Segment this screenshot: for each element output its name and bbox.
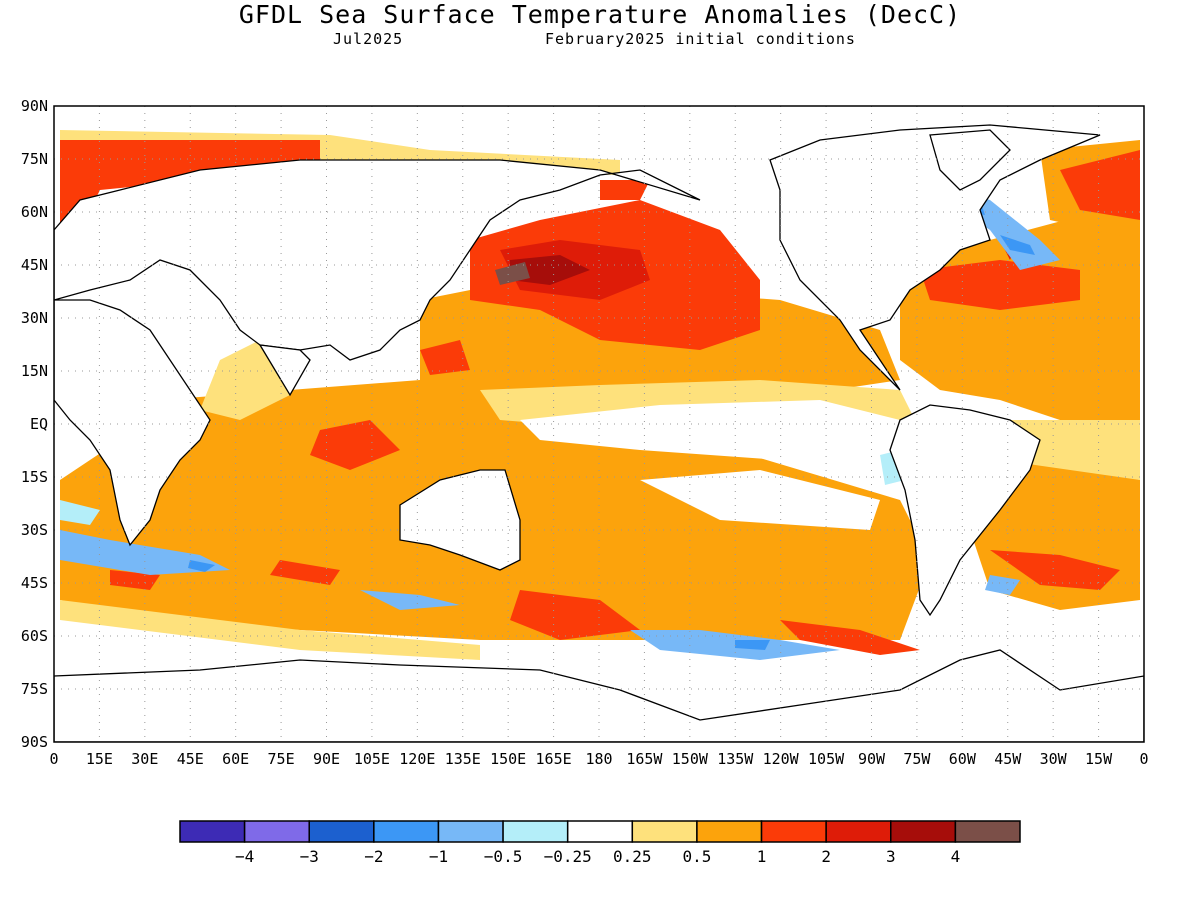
latitude-label: 90S (21, 733, 48, 751)
colorbar-swatch (566, 820, 634, 843)
latitude-label: 30N (21, 309, 48, 327)
colorbar-label: −0.25 (544, 847, 592, 866)
forecast-month: Jul2025 (333, 30, 404, 48)
colorbar-label: 1 (757, 847, 767, 866)
colorbar-label: −0.5 (484, 847, 523, 866)
colorbar-label: 2 (821, 847, 831, 866)
colorbar-label: −3 (300, 847, 319, 866)
latitude-label: 45N (21, 256, 48, 274)
longitude-label: 45W (994, 750, 1022, 768)
anomaly-3-to-4 (510, 255, 590, 285)
colorbar-swatch (696, 820, 763, 843)
colorbar-label: 4 (951, 847, 961, 866)
colorbar-label: −4 (235, 847, 254, 866)
longitude-label: 150W (672, 750, 709, 768)
chart-title: GFDL Sea Surface Temperature Anomalies (… (238, 0, 962, 29)
colorbar-swatch (308, 820, 375, 843)
anomaly-fields (54, 106, 1144, 742)
longitude-label: 90W (858, 750, 886, 768)
longitude-label: 15E (86, 750, 113, 768)
colorbar-label: 3 (886, 847, 896, 866)
latitude-label: 75S (21, 680, 48, 698)
longitude-label: 165E (536, 750, 572, 768)
latitude-labels: 90N 75N 60N 45N 30N 15N EQ 15S 30S 45S 60S 75S 90S (21, 97, 48, 751)
colorbar-swatch (502, 820, 569, 843)
latitude-label: 45S (21, 574, 48, 592)
colorbar-swatch (890, 820, 957, 843)
longitude-label: 135W (717, 750, 754, 768)
latitude-label: 15S (21, 468, 48, 486)
colorbar-swatch (437, 820, 504, 843)
longitude-label: 30W (1040, 750, 1068, 768)
longitude-label: 30E (131, 750, 158, 768)
longitude-label: 105W (808, 750, 845, 768)
latitude-label: 60N (21, 203, 48, 221)
longitude-label: 90E (313, 750, 340, 768)
latitude-label: 15N (21, 362, 48, 380)
longitude-labels: 0 15E 30E 45E 60E 75E 90E 105E 120E 135E 150E 165E 1… (49, 750, 1148, 768)
longitude-label: 15W (1085, 750, 1113, 768)
colorbar-label: 0.25 (613, 847, 652, 866)
longitude-label: 45E (177, 750, 204, 768)
longitude-label: 60E (222, 750, 249, 768)
longitude-label: 75W (903, 750, 931, 768)
meridians (98, 106, 1100, 742)
colorbar-swatch (760, 820, 827, 843)
anomaly-above-4 (495, 262, 530, 285)
longitude-label: 165W (626, 750, 663, 768)
colorbar-label: −2 (364, 847, 383, 866)
latitude-label: 75N (21, 150, 48, 168)
colorbar-swatch (243, 820, 310, 843)
colorbar-label: 0.5 (682, 847, 711, 866)
longitude-label: 120W (763, 750, 800, 768)
colorbar-swatch (631, 820, 698, 843)
longitude-label: 0 (49, 750, 58, 768)
longitude-label: 105E (354, 750, 390, 768)
longitude-label: 60W (949, 750, 977, 768)
initial-conditions: February2025 initial conditions (545, 30, 856, 48)
colorbar-labels: −4 −3 −2 −1 −0.5 −0.25 0.25 0.5 1 2 3 4 (235, 847, 960, 866)
colorbar-label: −1 (429, 847, 448, 866)
longitude-label: 180 (585, 750, 612, 768)
longitude-label: 0 (1139, 750, 1148, 768)
colorbar-swatch (954, 820, 1021, 843)
longitude-label: 150E (490, 750, 526, 768)
colorbar-swatch (179, 820, 246, 843)
latitude-label: 30S (21, 521, 48, 539)
longitude-label: 135E (445, 750, 481, 768)
longitude-label: 75E (268, 750, 295, 768)
latitude-label: EQ (30, 415, 48, 433)
latitude-label: 90N (21, 97, 48, 115)
colorbar-swatch (825, 820, 892, 843)
colorbar-swatch (373, 820, 440, 843)
latitude-label: 60S (21, 627, 48, 645)
longitude-label: 120E (399, 750, 435, 768)
colorbar (179, 820, 1021, 843)
map-frame (53, 105, 1145, 743)
